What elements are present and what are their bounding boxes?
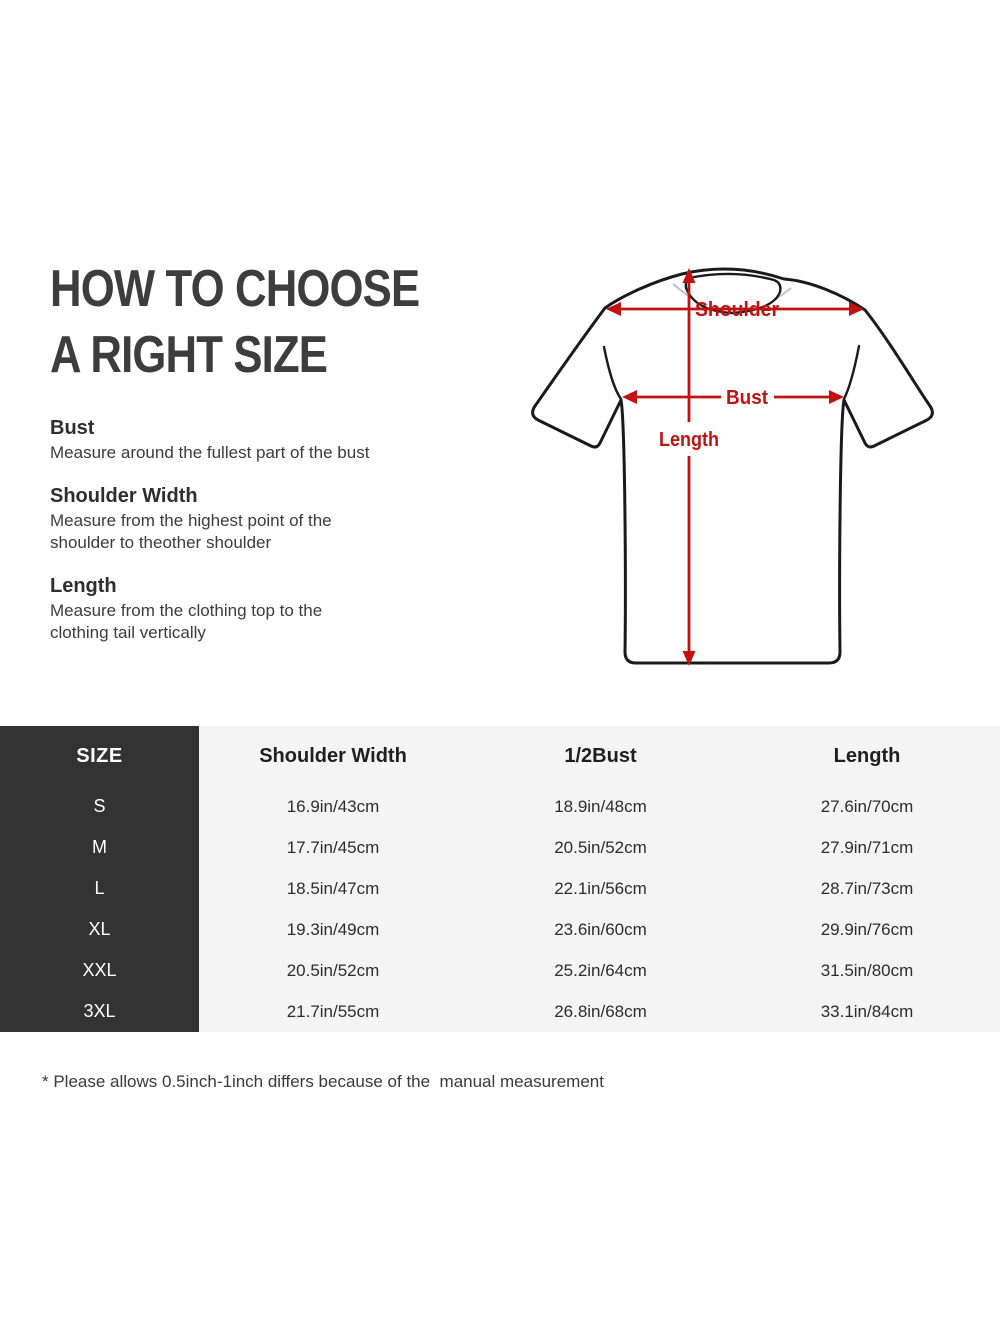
instruction-length-text-line1: Measure from the clothing top to the (50, 601, 323, 620)
measurement-disclaimer: * Please allows 0.5inch-1inch differs be… (42, 1072, 604, 1091)
value-cell: 21.7in/55cm (286, 1001, 380, 1021)
size-cell: XL (0, 909, 199, 950)
value-cell: 33.1in/84cm (820, 1001, 914, 1021)
value-cell: 22.1in/56cm (554, 878, 647, 898)
value-cell: 31.5in/80cm (820, 960, 914, 980)
instruction-bust: Bust Measure around the fullest part of … (50, 414, 450, 464)
instruction-shoulder-text-line2: shoulder to theother shoulder (50, 533, 272, 552)
collar-opening (684, 272, 782, 315)
size-chart-table: SIZE Shoulder Width 1/2Bust Length S 16.… (0, 726, 1000, 1032)
value-cell: 23.6in/60cm (554, 919, 647, 939)
size-cell: XXL (0, 950, 199, 991)
value-cell: 26.8in/68cm (554, 1001, 647, 1021)
value-cell: 25.2in/64cm (554, 960, 647, 980)
value-cell: 20.5in/52cm (286, 960, 380, 980)
value-cell: 19.3in/49cm (286, 919, 380, 939)
size-cell: S (0, 786, 199, 827)
tshirt-outline (531, 267, 934, 665)
left-armhole-seam (602, 345, 623, 401)
instruction-length-text-line2: clothing tail vertically (50, 623, 206, 642)
column-header-size: SIZE (0, 726, 199, 786)
size-cell: M (0, 827, 199, 868)
instruction-shoulder-width: Shoulder Width Measure from the highest … (50, 482, 450, 554)
value-cell: 18.9in/48cm (554, 796, 647, 816)
column-header-shoulder-width: Shoulder Width (259, 744, 407, 767)
value-cell: 29.9in/76cm (820, 919, 914, 939)
instruction-length: Length Measure from the clothing top to … (50, 572, 450, 644)
value-cell: 28.7in/73cm (820, 878, 914, 898)
value-cell: 20.5in/52cm (554, 837, 647, 857)
column-header-half-bust: 1/2Bust (564, 744, 637, 767)
column-header-length: Length (833, 744, 901, 767)
instruction-shoulder-text-line1: Measure from the highest point of the (50, 511, 332, 530)
instruction-length-heading: Length (50, 575, 117, 597)
bust-arrow-label: Bust (726, 387, 768, 409)
value-cell: 17.7in/45cm (286, 837, 380, 857)
page-title: HOW TO CHOOSE A RIGHT SIZE (50, 256, 450, 388)
bust-arrow: Bust (622, 387, 844, 409)
page-title-line1: HOW TO CHOOSE (50, 260, 420, 318)
intro-section: HOW TO CHOOSE A RIGHT SIZE Bust Measure … (50, 256, 450, 644)
page-title-line2: A RIGHT SIZE (50, 326, 328, 384)
tshirt-measurement-diagram: Length Shoulder Bust (531, 267, 934, 666)
value-cell: 16.9in/43cm (286, 796, 380, 816)
value-cell: 27.9in/71cm (820, 837, 914, 857)
instruction-shoulder-heading: Shoulder Width (50, 485, 198, 507)
value-cell: 18.5in/47cm (286, 878, 380, 898)
instruction-bust-text: Measure around the fullest part of the b… (50, 443, 370, 462)
right-armhole-seam (842, 344, 861, 401)
length-arrow-label: Length (659, 429, 719, 451)
instruction-bust-heading: Bust (50, 417, 95, 439)
value-cell: 27.6in/70cm (820, 796, 914, 816)
size-cell: 3XL (0, 991, 199, 1032)
size-cell: L (0, 868, 199, 909)
shoulder-arrow: Shoulder (606, 299, 864, 321)
shoulder-arrow-label: Shoulder (695, 299, 779, 321)
